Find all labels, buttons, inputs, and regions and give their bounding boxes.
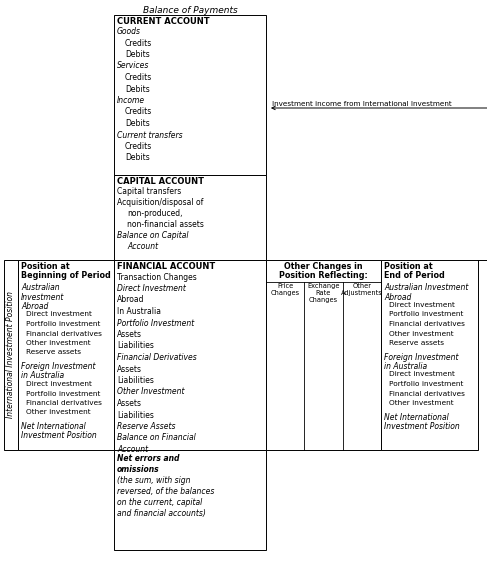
Text: omissions: omissions — [117, 465, 160, 474]
Text: Other Changes in: Other Changes in — [284, 262, 363, 271]
Text: Direct investment: Direct investment — [26, 381, 92, 387]
Text: Account: Account — [127, 242, 158, 251]
Text: In Australia: In Australia — [117, 307, 161, 316]
Text: Foreign Investment: Foreign Investment — [21, 362, 95, 371]
Text: Services: Services — [117, 62, 150, 70]
Text: Portfolio Investment: Portfolio Investment — [117, 318, 194, 328]
Text: Balance on Financial: Balance on Financial — [117, 434, 196, 442]
Bar — [381, 260, 478, 450]
Text: Reserve Assets: Reserve Assets — [117, 422, 175, 431]
Text: Debits: Debits — [125, 84, 150, 94]
Bar — [114, 260, 266, 450]
Text: Exchange
Rate
Changes: Exchange Rate Changes — [307, 283, 340, 303]
Text: Portfolio investment: Portfolio investment — [389, 311, 463, 318]
Text: Financial Derivatives: Financial Derivatives — [117, 353, 197, 362]
Text: Position at: Position at — [21, 262, 70, 271]
Text: Financial derivatives: Financial derivatives — [389, 321, 465, 327]
Text: Financial derivatives: Financial derivatives — [26, 331, 102, 336]
Text: Reserve assets: Reserve assets — [26, 350, 81, 356]
Bar — [4, 260, 18, 450]
Text: Net International: Net International — [384, 413, 449, 421]
Text: Portfolio investment: Portfolio investment — [26, 321, 100, 327]
Text: Australian Investment: Australian Investment — [384, 283, 468, 292]
Text: Financial derivatives: Financial derivatives — [389, 391, 465, 396]
Text: Foreign Investment: Foreign Investment — [384, 353, 458, 361]
Text: Credits: Credits — [125, 142, 152, 151]
Text: Other investment: Other investment — [389, 331, 453, 336]
Text: Reserve assets: Reserve assets — [389, 340, 444, 346]
Text: Abroad: Abroad — [117, 296, 145, 304]
Text: and financial accounts): and financial accounts) — [117, 509, 206, 518]
Text: Portfolio investment: Portfolio investment — [26, 391, 100, 396]
Text: Credits: Credits — [125, 38, 152, 48]
Bar — [114, 15, 266, 175]
Text: End of Period: End of Period — [384, 271, 445, 280]
Text: Debits: Debits — [125, 119, 150, 128]
Text: Debits: Debits — [125, 50, 150, 59]
Text: Investment Position: Investment Position — [384, 422, 460, 431]
Text: Liabilities: Liabilities — [117, 342, 154, 350]
Text: International Investment Position: International Investment Position — [6, 292, 16, 418]
Text: Liabilities: Liabilities — [117, 410, 154, 420]
Text: non-financial assets: non-financial assets — [127, 220, 204, 229]
Text: Other
Adjustments: Other Adjustments — [341, 283, 383, 296]
Text: Other investment: Other investment — [26, 340, 91, 346]
Text: Credits: Credits — [125, 73, 152, 82]
Text: Net errors and: Net errors and — [117, 454, 180, 463]
Bar — [114, 450, 266, 550]
Text: Debits: Debits — [125, 154, 150, 162]
Text: Assets: Assets — [117, 364, 142, 374]
Text: Direct investment: Direct investment — [389, 302, 455, 308]
Bar — [266, 260, 381, 450]
Text: Other investment: Other investment — [389, 400, 453, 406]
Text: Portfolio investment: Portfolio investment — [389, 381, 463, 387]
Text: (the sum, with sign: (the sum, with sign — [117, 476, 190, 485]
Text: Other Investment: Other Investment — [117, 388, 185, 396]
Text: Net International: Net International — [21, 422, 86, 431]
Text: Abroad: Abroad — [21, 302, 48, 311]
Text: Account: Account — [117, 445, 148, 454]
Text: Price
Changes: Price Changes — [271, 283, 300, 296]
Text: in Australia: in Australia — [384, 362, 427, 371]
Text: Balance of Payments: Balance of Payments — [143, 6, 237, 15]
Text: Balance on Capital: Balance on Capital — [117, 231, 188, 240]
Text: CAPITAL ACCOUNT: CAPITAL ACCOUNT — [117, 177, 204, 186]
Text: Direct Investment: Direct Investment — [117, 284, 186, 293]
Text: Current transfers: Current transfers — [117, 130, 183, 140]
Text: Investment Position: Investment Position — [21, 431, 97, 441]
Bar — [18, 260, 114, 450]
Text: Position Reflecting:: Position Reflecting: — [279, 271, 368, 280]
Text: Income: Income — [117, 96, 145, 105]
Text: Capital transfers: Capital transfers — [117, 187, 181, 196]
Text: Beginning of Period: Beginning of Period — [21, 271, 111, 280]
Text: Assets: Assets — [117, 399, 142, 408]
Text: non-produced,: non-produced, — [127, 209, 183, 218]
Text: Investment: Investment — [21, 293, 64, 301]
Text: Abroad: Abroad — [384, 293, 412, 301]
Text: Position at: Position at — [384, 262, 432, 271]
Text: FINANCIAL ACCOUNT: FINANCIAL ACCOUNT — [117, 262, 215, 271]
Text: Direct investment: Direct investment — [26, 311, 92, 318]
Text: Direct investment: Direct investment — [389, 371, 455, 378]
Text: Australian: Australian — [21, 283, 59, 292]
Bar — [114, 175, 266, 260]
Text: Financial derivatives: Financial derivatives — [26, 400, 102, 406]
Text: Investment income from International Investment: Investment income from International Inv… — [272, 101, 452, 107]
Text: Goods: Goods — [117, 27, 141, 36]
Text: CURRENT ACCOUNT: CURRENT ACCOUNT — [117, 17, 209, 26]
Text: Liabilities: Liabilities — [117, 376, 154, 385]
Text: Transaction Changes: Transaction Changes — [117, 273, 197, 282]
Text: Other investment: Other investment — [26, 410, 91, 416]
Text: Acquisition/disposal of: Acquisition/disposal of — [117, 198, 204, 207]
Text: Credits: Credits — [125, 108, 152, 116]
Text: Assets: Assets — [117, 330, 142, 339]
Text: in Australia: in Australia — [21, 371, 64, 381]
Text: on the current, capital: on the current, capital — [117, 498, 202, 507]
Text: reversed, of the balances: reversed, of the balances — [117, 487, 214, 496]
